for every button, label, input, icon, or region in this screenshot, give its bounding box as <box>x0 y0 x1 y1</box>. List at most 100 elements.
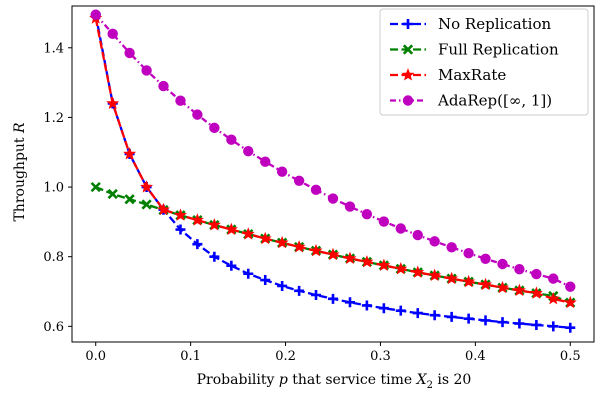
series-2-point-8 <box>224 222 238 236</box>
legend-box <box>379 8 589 116</box>
legend-label-2: MaxRate <box>438 66 506 84</box>
legend-marker-1 <box>402 44 414 55</box>
series-2-point-2 <box>123 147 137 160</box>
legend-item-1: Full Replication <box>390 41 559 59</box>
series-3-point-16 <box>361 209 373 220</box>
axes-layer: 0.0 0.1 0.2 0.3 0.4 0.5 0.6 0.8 1.0 1.2 1.4 <box>43 5 595 364</box>
series-3-point-24 <box>497 258 508 270</box>
series-3-point-9 <box>243 145 254 157</box>
series-0-point-20 <box>429 310 440 321</box>
x-axis-label-x: X <box>416 372 428 388</box>
series-3-point-18 <box>395 223 406 234</box>
y-tick-label-0: 0.6 <box>43 320 64 335</box>
series-0-point-25 <box>514 318 525 329</box>
legend: No Replication Full Replication MaxRate Ada… <box>379 8 589 116</box>
y-tick-label-1: 0.8 <box>43 250 64 265</box>
x-tick-label-2: 0.2 <box>275 349 296 364</box>
series-3-point-17 <box>378 216 390 227</box>
series-2-point-12 <box>292 240 306 253</box>
series-2-point-9 <box>241 227 255 240</box>
series-0-point-19 <box>412 308 423 319</box>
series-0-point-27 <box>548 321 559 332</box>
x-axis-label-pre: Probability <box>197 372 279 388</box>
legend-label-0: No Replication <box>438 15 551 33</box>
series-0-point-14 <box>328 293 338 304</box>
legend-marker-0 <box>403 19 413 29</box>
series-2-point-19 <box>411 265 425 278</box>
legend-item-3: AdaRep([∞, 1]) <box>390 92 552 110</box>
series-2-point-28 <box>563 295 577 309</box>
series-0-point-15 <box>344 297 355 308</box>
series-2-point-18 <box>394 262 408 275</box>
series-1-point-2 <box>124 194 135 205</box>
x-axis-label-p: p <box>279 372 288 388</box>
series-2-point-3 <box>140 180 154 193</box>
series-0-point-23 <box>480 315 491 326</box>
series-3-point-26 <box>531 268 542 280</box>
series-2-point-23 <box>479 277 493 291</box>
series-2-point-7 <box>207 218 221 231</box>
series-2-point-25 <box>512 283 526 296</box>
series-2-point-4 <box>157 202 170 216</box>
series-3-point-22 <box>463 248 474 259</box>
series-0-point-10 <box>260 275 271 286</box>
series-3-point-11 <box>276 166 288 177</box>
series-3-point-2 <box>124 47 135 59</box>
series-1-point-0 <box>90 181 101 193</box>
series-0-point-18 <box>395 305 406 316</box>
legend-item-2: MaxRate <box>390 66 506 84</box>
series-0-point-16 <box>361 300 372 311</box>
series-3-point-19 <box>412 229 423 241</box>
series-3-point-15 <box>344 201 356 212</box>
series-3-point-13 <box>310 184 322 196</box>
y-tick-label-2: 1.0 <box>43 181 64 196</box>
series-3-point-6 <box>192 109 203 120</box>
legend-marker-3 <box>402 95 414 106</box>
legend-marker-2 <box>401 68 415 81</box>
x-tick-label-5: 0.5 <box>560 349 581 364</box>
series-1-point-3 <box>141 199 152 210</box>
series-3-point-0 <box>90 9 101 20</box>
series-2-point-10 <box>258 231 272 245</box>
series-3-point-14 <box>327 193 339 204</box>
series-2-point-1 <box>106 96 120 110</box>
series-0-point-28 <box>565 322 576 333</box>
series-0-point-12 <box>294 285 305 296</box>
legend-label-3: AdaRep([∞, 1]) <box>437 92 552 110</box>
series-2-point-26 <box>529 286 543 299</box>
series-0-point-22 <box>463 313 474 324</box>
series-0-point-8 <box>226 260 237 271</box>
series-0-point-24 <box>497 317 508 328</box>
series-2-point-5 <box>173 208 187 221</box>
series-2-point-21 <box>445 271 459 285</box>
series-layer <box>89 9 577 333</box>
series-0-point-21 <box>446 311 457 322</box>
series-3 <box>90 9 576 292</box>
series-2-point-15 <box>343 251 357 264</box>
series-2-point-22 <box>462 274 476 288</box>
series-2-point-17 <box>377 258 391 271</box>
series-0-point-13 <box>311 289 322 300</box>
x-tick-label-0: 0.0 <box>85 349 106 364</box>
series-3-point-27 <box>548 273 559 284</box>
series-0-point-6 <box>192 239 203 250</box>
x-axis-label-mid: that service time <box>288 372 417 388</box>
series-2-point-27 <box>546 291 560 305</box>
series-3-point-20 <box>429 236 440 247</box>
x-tick-label-1: 0.1 <box>180 349 201 364</box>
series-3-point-28 <box>565 281 576 292</box>
series-2 <box>89 11 577 309</box>
legend-label-1: Full Replication <box>438 41 559 59</box>
y-tick-label-3: 1.2 <box>43 111 64 126</box>
series-1-point-1 <box>107 188 118 200</box>
series-2-point-16 <box>360 255 374 268</box>
series-2-point-20 <box>428 268 442 282</box>
series-2-point-6 <box>190 213 204 226</box>
series-3-point-3 <box>141 65 152 76</box>
series-3-point-8 <box>226 134 237 145</box>
y-axis-label-pre: Throughput <box>12 133 28 222</box>
series-3-point-7 <box>209 122 220 134</box>
series-0-point-11 <box>277 280 288 291</box>
series-3-point-5 <box>175 95 186 106</box>
